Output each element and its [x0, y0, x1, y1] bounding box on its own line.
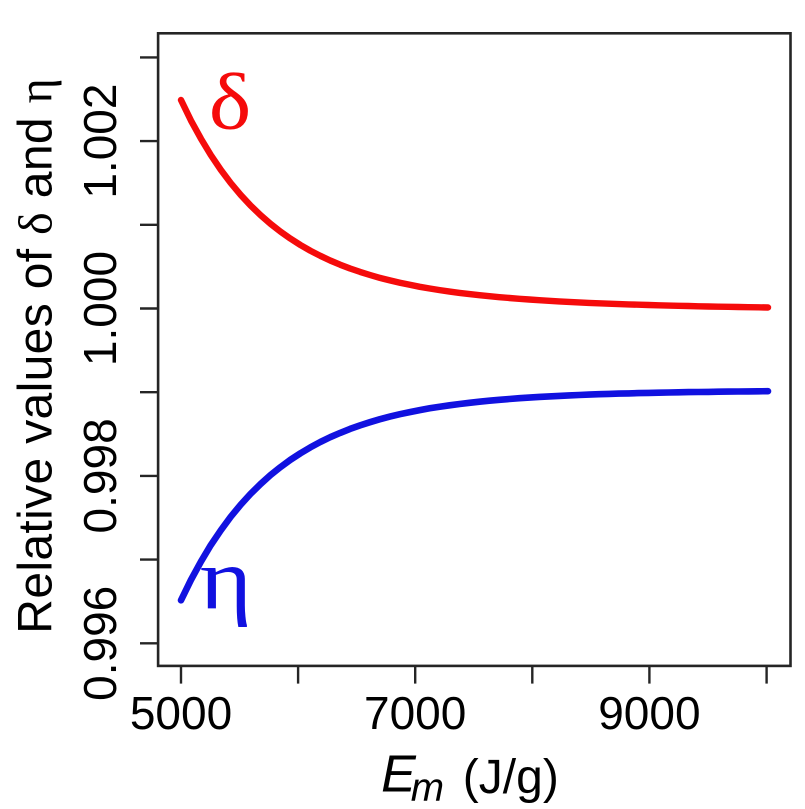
- svg-text:η: η: [200, 531, 252, 628]
- svg-text:m: m: [411, 766, 444, 809]
- svg-text:9000: 9000: [598, 687, 700, 739]
- svg-text:(J/g): (J/g): [463, 751, 559, 804]
- svg-text:1.000: 1.000: [74, 251, 126, 366]
- svg-text:0.998: 0.998: [74, 418, 126, 533]
- svg-text:0.996: 0.996: [74, 586, 126, 701]
- svg-text:Relative values of δ and η: Relative values of δ and η: [10, 78, 63, 634]
- svg-text:1.002: 1.002: [74, 84, 126, 199]
- svg-text:7000: 7000: [364, 687, 466, 739]
- svg-text:δ: δ: [209, 57, 252, 146]
- svg-text:E: E: [381, 746, 417, 804]
- svg-text:5000: 5000: [130, 687, 232, 739]
